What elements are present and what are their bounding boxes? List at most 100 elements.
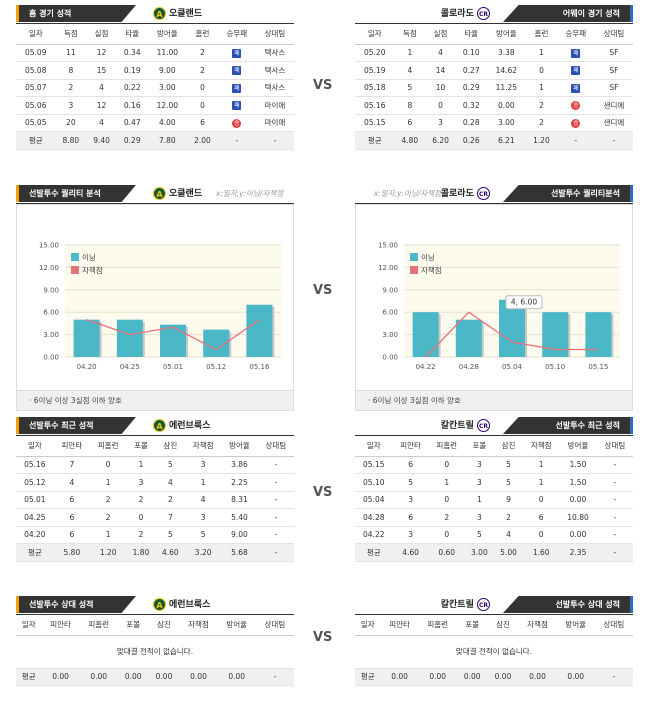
- column-header: 피안타: [41, 615, 80, 636]
- panel-header: 칼칸트릴 CR 선발투수 최근 성적: [355, 414, 633, 436]
- vs-label: VS: [313, 485, 333, 500]
- cell-date: 04.25: [16, 508, 54, 527]
- avg-era: 0.00: [217, 668, 256, 686]
- cell-opp: -: [596, 526, 633, 544]
- legend-label: 자책점: [82, 265, 103, 275]
- column-header: 삼진: [487, 615, 519, 636]
- quality-chart: 0.00 3.00 6.00 9.00 12.00 15.00 04.22 04.28 05.0…: [355, 204, 633, 411]
- panel-tab-title: 선발투수 최근 성적: [16, 417, 136, 434]
- cell-bb: 1: [126, 456, 156, 474]
- avg-h: 0.00: [380, 668, 419, 686]
- table-row: 04.25 6 2 0 7 3 5.40-: [16, 508, 294, 527]
- cell-date: 05.19: [355, 61, 395, 80]
- cell-era: 14.62: [486, 61, 527, 80]
- team-name: 콜로라도 CR: [440, 187, 490, 200]
- athletics-logo-icon: A: [153, 598, 166, 611]
- column-header: 실점: [425, 24, 456, 45]
- column-header: 일자: [16, 615, 42, 636]
- cell-era: 0.00: [559, 491, 597, 509]
- average-row: 평균 4.60 0.60 3.00 5.00 1.60 2.35-: [355, 543, 633, 562]
- athletics-logo-icon: A: [153, 7, 166, 20]
- cell-er: 6: [523, 508, 560, 527]
- cell-opp: -: [596, 508, 633, 527]
- cell-opp: -: [596, 473, 633, 492]
- avg-bb: 1.80: [126, 543, 156, 562]
- loss-badge: 패: [571, 66, 581, 76]
- table-row: 05.08 8 15 0.19 9.00 2 패 텍사스: [16, 61, 294, 80]
- cell-er: 3: [184, 456, 222, 474]
- cell-ra: 3: [425, 114, 456, 132]
- cell-hr: 0: [187, 79, 218, 97]
- cell-er: 1: [523, 456, 560, 474]
- panel-header: 콜로라도 CR 어웨이 경기 성적: [355, 2, 633, 24]
- cell-ra: 12: [86, 44, 117, 62]
- pitcher-recent-panel-home: 선발투수 최근 성적 A 에런브룩스 일자 피안타 피홈런 포볼 삼진 자책점 방어율 상대팀 …: [16, 414, 294, 562]
- pitcher-vs-panel-away: 칼칸트릴 CR 선발투수 상대 성적 일자 피안타 피홈런 포볼 삼진 자책점 방어율 상대팀…: [355, 593, 633, 686]
- team-name: 콜로라도 CR: [440, 7, 490, 20]
- cell-er: 0: [523, 491, 560, 509]
- column-header: 피홈런: [418, 615, 457, 636]
- column-header: 피홈런: [428, 436, 465, 457]
- cell-hr: 2: [526, 114, 557, 132]
- cell-opp: -: [257, 456, 294, 474]
- cell-r: 8: [55, 61, 87, 80]
- rockies-logo-icon: CR: [477, 598, 490, 611]
- avg-label: 평균: [16, 543, 54, 562]
- empty-message: 맞대결 전적이 없습니다.: [16, 635, 294, 669]
- column-header: 타율: [116, 24, 148, 45]
- cell-date: 05.12: [16, 473, 54, 492]
- bar: [160, 324, 186, 357]
- cell-opp: SF: [594, 61, 633, 80]
- avg-opp: -: [257, 543, 294, 562]
- panel-header: 칼칸트릴 CR 선발투수 상대 성적: [355, 593, 633, 615]
- x-tick-label: 05.04: [502, 363, 523, 371]
- panel-header: 선발투수 퀄리티 분석 A 오클랜드 x:일자,y:이닝/자책점: [16, 182, 294, 204]
- avg-r: 4.80: [394, 131, 426, 150]
- pitcher-recent-panel-away: 칼칸트릴 CR 선발투수 최근 성적 일자 피안타 피홈런 포볼 삼진 자책점 방어율 상대팀…: [355, 414, 633, 562]
- result-cell: 패: [217, 44, 256, 62]
- legend-swatch: [410, 266, 418, 274]
- win-badge: 승: [571, 101, 581, 111]
- away-record-panel: 콜로라도 CR 어웨이 경기 성적 일자 득점 실점 타율 방어율 홈런 승무패 상대팀 05…: [355, 2, 633, 150]
- result-cell: 승: [556, 96, 595, 115]
- legend-label: 이닝: [421, 252, 435, 262]
- average-row: 평균 0.00 0.00 0.00 0.00 0.00 0.00-: [16, 668, 294, 686]
- panel-tab-title: 어웨이 경기 성적: [503, 5, 633, 22]
- home-record-table: 일자 득점 실점 타율 방어율 홈런 승무패 상대팀 05.09 11 12 0.34 11.00 2 패…: [16, 24, 294, 150]
- team-name: A 오클랜드: [153, 186, 202, 202]
- cell-hr: 0: [428, 456, 465, 474]
- cell-h: 7: [53, 456, 91, 474]
- cell-h: 3: [392, 526, 429, 544]
- pitcher-name: A 에런브룩스: [153, 418, 210, 434]
- column-header: 삼진: [493, 436, 524, 457]
- quality-chart-panel-away: x:일자,y:이닝/자책점 콜로라도 CR 선발투수 퀄리티분석 0.00 3.0…: [355, 182, 633, 411]
- avg-res: -: [217, 131, 256, 150]
- table-row: 04.20 6 1 2 5 5 9.00-: [16, 526, 294, 544]
- panel-tab-title: 선발투수 상대 성적: [16, 596, 136, 613]
- cell-so: 7: [155, 508, 185, 527]
- cell-so: 2: [493, 508, 524, 527]
- cell-era: 3.86: [221, 456, 258, 474]
- cell-er: 1: [184, 473, 222, 492]
- cell-r: 4: [394, 61, 426, 80]
- cell-hr: 1: [90, 526, 127, 544]
- legend-label: 자책점: [421, 265, 442, 275]
- cell-hr: 2: [90, 491, 127, 509]
- avg-era: 6.21: [486, 131, 527, 150]
- cell-er: 3: [184, 508, 222, 527]
- cell-hr: 2: [187, 61, 218, 80]
- cell-so: 2: [155, 491, 185, 509]
- cell-era: 12.00: [147, 96, 188, 115]
- chart-note: · 6이닝 이상 3실점 이하 양호: [17, 390, 293, 410]
- avg-avg: 0.29: [116, 131, 148, 150]
- loss-badge: 패: [232, 101, 242, 111]
- column-header: 포볼: [117, 615, 149, 636]
- column-header: 상대팀: [594, 615, 633, 636]
- avg-hr: 2.00: [187, 131, 218, 150]
- table-row: 05.16 7 0 1 5 3 3.86-: [16, 456, 294, 474]
- x-tick-label: 05.15: [588, 363, 608, 371]
- column-header: 일자: [355, 615, 381, 636]
- quality-chart: 0.00 3.00 6.00 9.00 12.00 15.00 04.20 04.25 05.0…: [16, 204, 294, 411]
- avg-label: 평균: [16, 668, 42, 686]
- result-cell: 패: [217, 79, 256, 97]
